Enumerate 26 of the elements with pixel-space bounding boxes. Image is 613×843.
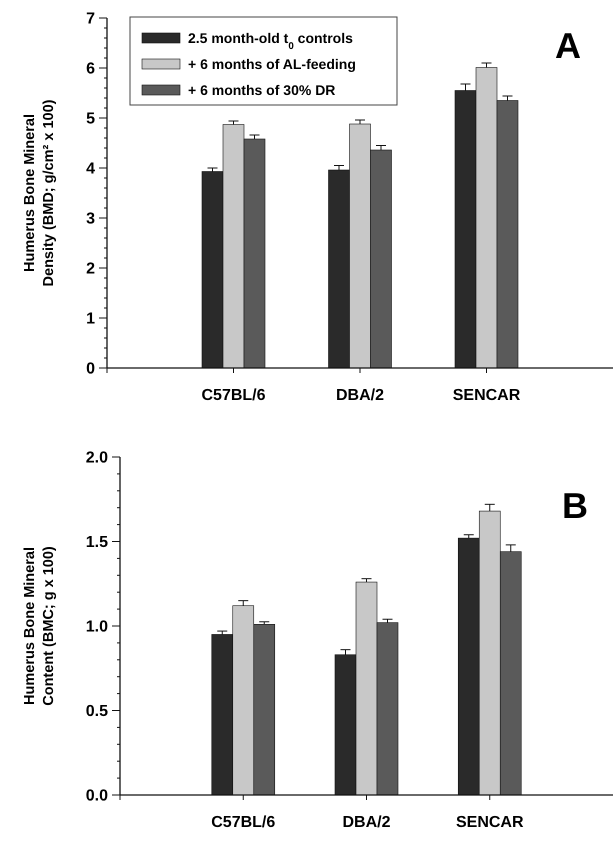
x-tick-label: DBA/2 [336,387,384,404]
y-tick-label: 4 [86,160,96,178]
y-tick-label: 1.0 [86,618,108,636]
x-tick-label: SENCAR [452,387,521,404]
y-axis-title: Humerus Bone Mineral Density (BMD; g/cm² x 100) [22,99,57,286]
legend-label: 2.5 month-old t$_{0}$ controls [188,30,354,52]
x-tick-label: C57BL/6 [211,814,276,831]
x-tick-label: C57BL/6 [201,387,266,404]
x-tick-label: SENCAR [456,814,524,831]
legend-label: + 6 months of 30% DR [188,82,336,98]
x-tick-label: DBA/2 [342,814,391,831]
y-tick-label: 5 [86,110,96,128]
y-tick-label: 6 [86,60,96,78]
y-tick-label: 2 [86,260,96,278]
text: B [562,485,588,526]
y-tick-label: 1 [86,310,96,328]
legend-label: + 6 months of AL-feeding [188,56,356,72]
y-tick-label: 0.0 [86,788,108,805]
y-tick-label: 2.0 [86,450,108,467]
y-tick-label: 7 [86,10,96,28]
y-tick-label: 0 [86,360,96,378]
chart-title: A [555,25,581,66]
y-tick-label: 1.5 [86,534,108,552]
y-tick-label: 3 [86,210,96,228]
y-tick-label: 0.5 [86,703,108,720]
y-axis-title: Humerus Bone Mineral Content (BMC; g x 100) [22,546,57,706]
